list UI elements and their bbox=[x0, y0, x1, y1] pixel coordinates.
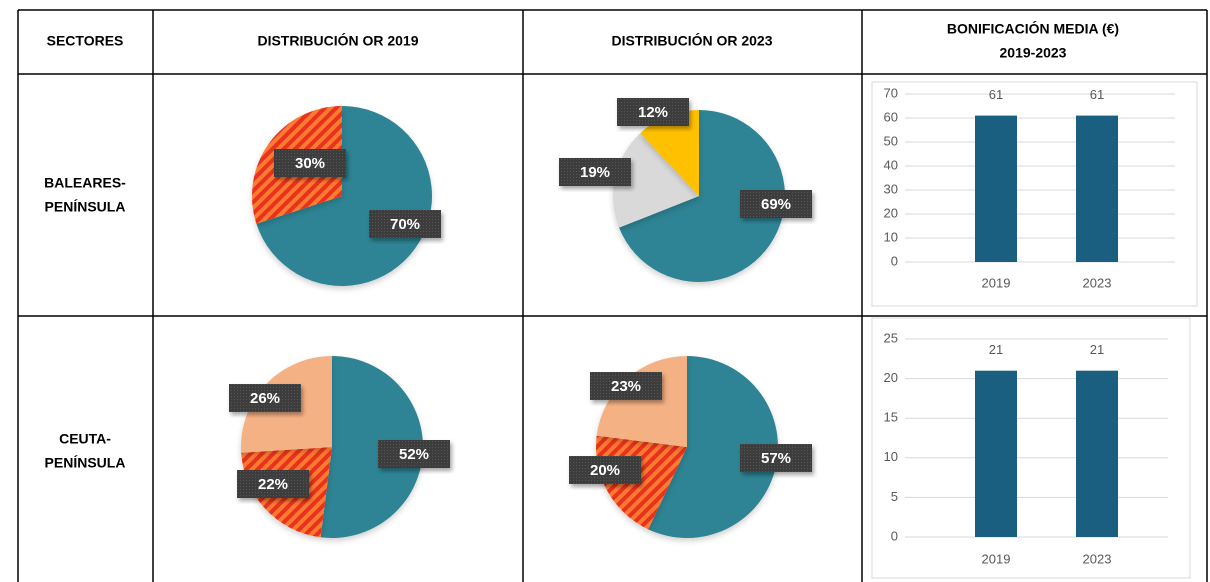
sector-label: PENÍNSULA bbox=[45, 199, 126, 215]
y-tick-label: 70 bbox=[884, 85, 898, 100]
x-tick-label: 2019 bbox=[982, 275, 1011, 290]
y-tick-label: 30 bbox=[884, 181, 898, 196]
bar bbox=[975, 370, 1017, 537]
pie-slice bbox=[640, 110, 699, 196]
sector-label: PENÍNSULA bbox=[45, 455, 126, 471]
x-tick-label: 2019 bbox=[982, 551, 1011, 566]
y-tick-label: 0 bbox=[891, 253, 898, 268]
header: DISTRIBUCIÓN OR 2019 bbox=[257, 32, 418, 49]
y-tick-label: 60 bbox=[884, 109, 898, 124]
y-tick-label: 20 bbox=[884, 205, 898, 220]
label-box bbox=[740, 190, 812, 218]
data-label: 12% bbox=[638, 104, 668, 121]
header: SECTORES bbox=[47, 33, 124, 49]
data-label: 57% bbox=[761, 450, 791, 467]
label-box bbox=[274, 149, 346, 177]
pie-slice bbox=[613, 133, 699, 228]
y-tick-label: 10 bbox=[884, 229, 898, 244]
data-label: 61 bbox=[989, 87, 1003, 102]
data-label: 22% bbox=[258, 476, 288, 493]
label-box bbox=[237, 470, 309, 498]
data-label: 20% bbox=[590, 462, 620, 479]
pie-slice bbox=[619, 110, 785, 282]
y-tick-label: 15 bbox=[884, 410, 898, 425]
pie-slice bbox=[256, 106, 433, 286]
header: BONIFICACIÓN MEDIA (€) bbox=[947, 20, 1119, 37]
data-label: 30% bbox=[295, 155, 325, 172]
label-box bbox=[229, 384, 301, 412]
chart-frame bbox=[871, 317, 1191, 579]
data-label: 26% bbox=[250, 390, 280, 407]
pie-slice bbox=[320, 356, 424, 538]
y-tick-label: 0 bbox=[891, 528, 898, 543]
bar bbox=[1076, 115, 1118, 262]
data-label: 69% bbox=[761, 196, 791, 213]
label-box bbox=[378, 440, 450, 468]
header: DISTRIBUCIÓN OR 2023 bbox=[611, 32, 772, 49]
data-label: 21 bbox=[1090, 342, 1104, 357]
y-tick-label: 50 bbox=[884, 133, 898, 148]
y-tick-label: 10 bbox=[884, 449, 898, 464]
bar bbox=[1076, 370, 1118, 537]
y-tick-label: 20 bbox=[884, 370, 898, 385]
label-box bbox=[559, 158, 631, 186]
x-tick-label: 2023 bbox=[1083, 275, 1112, 290]
x-tick-label: 2023 bbox=[1083, 551, 1112, 566]
data-label: 21 bbox=[989, 342, 1003, 357]
sector-label: BALEARES- bbox=[44, 175, 126, 191]
y-tick-label: 25 bbox=[884, 330, 898, 345]
data-label: 61 bbox=[1090, 87, 1104, 102]
chart-frame bbox=[871, 81, 1198, 307]
bar bbox=[975, 115, 1017, 262]
label-box bbox=[617, 98, 689, 126]
data-label: 19% bbox=[580, 164, 610, 181]
data-label: 52% bbox=[399, 446, 429, 463]
table-grid bbox=[17, 9, 1208, 582]
label-box bbox=[569, 456, 641, 484]
label-box bbox=[740, 444, 812, 472]
data-label: 23% bbox=[611, 378, 641, 395]
sector-label: CEUTA- bbox=[59, 431, 111, 447]
label-box bbox=[369, 210, 441, 238]
header: 2019-2023 bbox=[1000, 45, 1067, 61]
pie-slice bbox=[596, 356, 687, 447]
y-tick-label: 40 bbox=[884, 157, 898, 172]
y-tick-label: 5 bbox=[891, 489, 898, 504]
label-box bbox=[590, 372, 662, 400]
pie-slice bbox=[648, 355, 778, 538]
data-label: 70% bbox=[390, 216, 420, 233]
